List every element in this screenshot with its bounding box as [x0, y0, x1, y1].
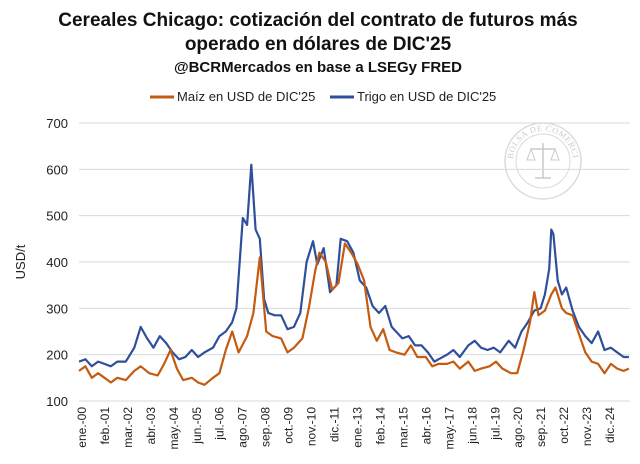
x-tick-label: feb.-01: [98, 407, 112, 445]
legend-label-trigo: Trigo en USD de DIC'25: [357, 89, 496, 104]
y-axis-label: USD/t: [13, 244, 28, 279]
series-line-maiz: [78, 242, 630, 386]
x-tick-label: may.-17: [442, 407, 456, 450]
series-line-trigo: [78, 163, 629, 368]
x-tick-label: ene.-13: [351, 407, 365, 448]
y-tick-label: 500: [46, 209, 68, 224]
chart-subtitle: @BCRMercados en base a LSEGy FRED: [174, 59, 462, 76]
x-tick-label: ago.-20: [511, 407, 525, 448]
x-tick-label: dic.-24: [603, 407, 617, 443]
x-tick-label: oct.-22: [557, 407, 571, 444]
y-tick-label: 200: [46, 348, 68, 363]
x-tick-label: jun.-18: [465, 407, 479, 445]
series-lines: [78, 163, 630, 386]
x-tick-label: dic.-11: [328, 407, 342, 442]
x-tick-label: mar.-15: [396, 407, 410, 448]
x-tick-label: jul.-06: [213, 407, 227, 441]
legend: Maíz en USD de DIC'25 Trigo en USD de DI…: [150, 89, 496, 104]
x-tick-label: nov.-23: [580, 407, 594, 446]
x-tick-label: jul.-19: [488, 407, 502, 441]
x-tick-label: sep.-21: [534, 407, 548, 447]
chart-title-line2: operado en dólares de DIC'25: [185, 34, 452, 55]
y-tick-label: 300: [46, 301, 68, 316]
x-tick-label: ene.-00: [75, 407, 89, 448]
legend-label-maiz: Maíz en USD de DIC'25: [177, 89, 315, 104]
x-tick-label: sep.-08: [259, 407, 273, 447]
x-axis-ticks: ene.-00 feb.-01 mar.-02 abr.-03 may.-04 jun.-…: [75, 407, 617, 450]
x-tick-label: may.-04: [167, 407, 181, 450]
x-tick-label: abr.-03: [144, 407, 158, 445]
y-tick-label: 400: [46, 255, 68, 270]
x-tick-label: feb.-14: [374, 407, 388, 445]
x-tick-label: ago.-07: [236, 407, 250, 448]
x-tick-label: oct.-09: [282, 407, 296, 444]
y-axis-ticks: 100 200 300 400 500 600 700: [46, 116, 68, 409]
y-tick-label: 600: [46, 162, 68, 177]
x-tick-label: nov.-10: [305, 407, 319, 446]
y-tick-label: 700: [46, 116, 68, 131]
x-tick-label: jun.-05: [190, 407, 204, 445]
chart-title-line1: Cereales Chicago: cotización del contrat…: [58, 10, 577, 31]
x-tick-label: abr.-16: [419, 407, 433, 445]
y-tick-label: 100: [46, 394, 68, 409]
x-tick-label: mar.-02: [121, 407, 135, 448]
